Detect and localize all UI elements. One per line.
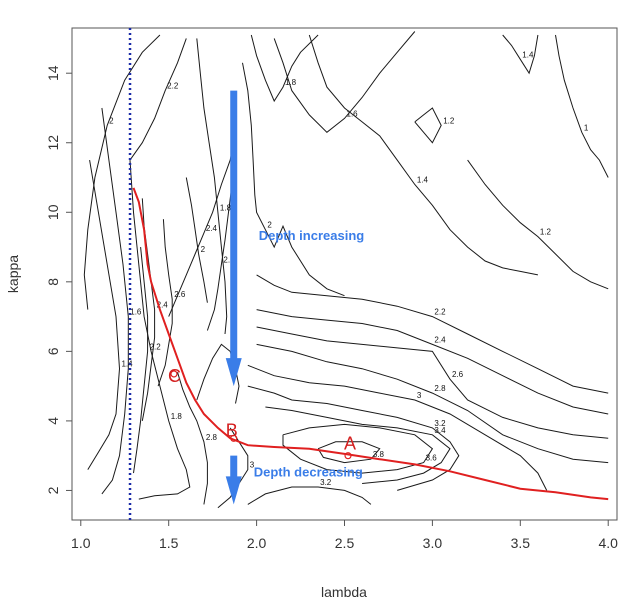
contour-line	[502, 34, 539, 75]
contour-line	[256, 343, 609, 464]
point-label: B	[226, 420, 238, 440]
contour-line	[83, 34, 161, 310]
contour-label: 1.8	[285, 78, 297, 87]
contour-line	[250, 34, 319, 103]
x-axis-ticks: 1.0 1.5 2.0 2.5 3.0 3.5 4.0	[71, 520, 618, 551]
depth-decreasing-arrow	[225, 455, 242, 505]
contour-label: 1.2	[540, 228, 552, 237]
contour-label: 1.8	[220, 203, 232, 212]
contour-label: 3	[250, 461, 255, 470]
contour-label: 2.8	[434, 384, 446, 393]
contour-labels: 1.4 1.6 1.8 2 2.2 1.8 2 1.8 1.6 1.4 1.2 1.4 1 1.2 2.2 2…	[109, 50, 589, 487]
contour-line	[308, 34, 538, 276]
contour-line	[256, 326, 609, 439]
contour-label: 3.2	[320, 478, 332, 487]
x-tick-label: 3.5	[511, 535, 531, 551]
contour-label: 2.8	[206, 433, 218, 442]
contour-line	[177, 372, 208, 505]
x-tick-label: 2.5	[335, 535, 355, 551]
plot-frame	[71, 27, 618, 521]
point-marker	[344, 452, 352, 460]
y-tick-label: 2	[45, 486, 61, 494]
point-label: A	[344, 434, 356, 454]
x-tick-label: 1.0	[71, 535, 91, 551]
contour-line	[256, 309, 609, 415]
contour-line	[129, 160, 191, 500]
y-axis-label: kappa	[5, 255, 21, 293]
contour-line	[256, 274, 609, 394]
contour-label: 2.4	[157, 301, 169, 310]
contour-line	[133, 247, 149, 474]
y-tick-label: 6	[45, 347, 61, 355]
contour-label: 1	[584, 123, 589, 132]
x-tick-label: 3.0	[423, 535, 443, 551]
contour-line	[129, 38, 187, 161]
contour-line	[317, 441, 381, 464]
contour-line	[414, 107, 442, 144]
contour-label: 3.8	[373, 450, 385, 459]
contour-label: 2.6	[174, 290, 186, 299]
x-tick-label: 2.0	[247, 535, 267, 551]
contour-label: 2.2	[434, 308, 446, 317]
contour-line	[467, 159, 609, 290]
contour-label: 2.4	[434, 335, 446, 344]
depth-increasing-arrow	[225, 90, 242, 387]
contour-label: 2.2	[167, 82, 179, 91]
point-marker	[170, 370, 178, 378]
contour-label: 3.4	[434, 426, 446, 435]
x-tick-label: 1.5	[159, 535, 179, 551]
depth-decreasing-annotation: Depth decreasing	[254, 465, 363, 480]
y-tick-label: 14	[45, 65, 61, 81]
contour-line	[242, 62, 345, 297]
point-label: C	[168, 366, 181, 386]
depth-increasing-annotation: Depth increasing	[259, 228, 365, 243]
contour-line	[555, 34, 609, 178]
contour-label: 1.6	[347, 109, 359, 118]
contour-line	[196, 38, 228, 335]
point-marker	[230, 434, 238, 442]
contour-label: 2.4	[206, 224, 218, 233]
contour-label: 1.4	[522, 50, 534, 59]
y-tick-label: 4	[45, 417, 61, 425]
contour-label: 2.2	[223, 255, 235, 264]
contour-line	[87, 160, 121, 470]
contour-line	[185, 177, 208, 303]
contour-line	[282, 423, 434, 474]
contour-line	[196, 343, 240, 404]
contour-label: 1.8	[171, 412, 183, 421]
contour-line	[273, 31, 416, 133]
contour-lines	[83, 31, 609, 509]
y-axis-ticks: 2 4 6 8 10 12 14	[45, 65, 72, 494]
depth-arrows	[225, 90, 242, 505]
contour-line	[206, 184, 233, 331]
contour-label: 3.6	[426, 454, 438, 463]
contour-label: 2.2	[150, 342, 162, 351]
contour-label: 2.6	[452, 370, 464, 379]
contour-label: 2	[267, 221, 272, 230]
contour-line	[247, 364, 548, 491]
y-tick-label: 10	[45, 204, 61, 220]
point-markers: A B C	[168, 366, 356, 460]
x-tick-label: 4.0	[598, 535, 618, 551]
contour-line	[157, 219, 173, 387]
y-tick-label: 8	[45, 278, 61, 286]
x-axis-label: lambda	[321, 584, 367, 600]
contour-label: 3	[417, 391, 422, 400]
y-tick-label: 12	[45, 135, 61, 151]
contour-line	[247, 486, 372, 505]
contour-label: 2	[201, 245, 206, 254]
contour-label: 2	[109, 116, 114, 125]
contour-label: 1.4	[417, 175, 429, 184]
contour-line	[265, 406, 451, 484]
contour-line	[101, 107, 129, 495]
contour-label: 1.2	[443, 116, 455, 125]
contour-label: 1.4	[121, 360, 133, 369]
contour-line	[168, 132, 236, 317]
contour-label: 1.6	[130, 308, 142, 317]
contour-label: 3.2	[434, 419, 446, 428]
